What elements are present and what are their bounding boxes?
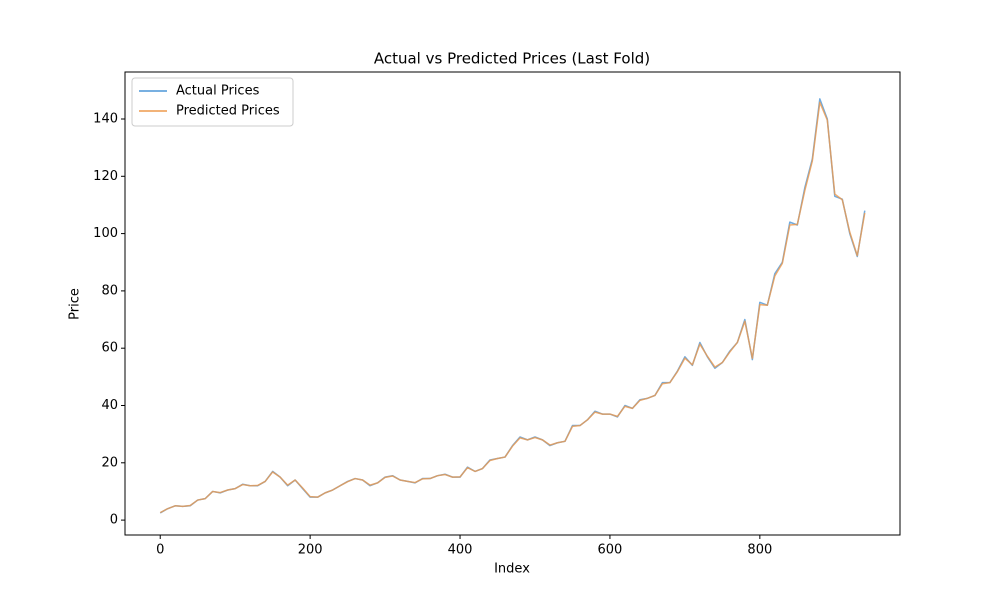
chart-title: Actual vs Predicted Prices (Last Fold): [374, 50, 650, 68]
y-tick-label: 40: [101, 398, 118, 413]
y-tick-label: 140: [93, 111, 118, 126]
x-tick-label: 200: [298, 543, 323, 558]
y-axis-label: Price: [68, 288, 83, 320]
y-tick-label: 120: [93, 169, 118, 184]
x-tick-label: 400: [448, 543, 473, 558]
legend-label: Predicted Prices: [176, 104, 280, 119]
plot-frame: [124, 71, 901, 536]
x-tick-label: 0: [156, 543, 164, 558]
x-tick-label: 600: [598, 543, 623, 558]
y-tick-label: 20: [101, 455, 118, 470]
x-axis-label: Index: [494, 562, 530, 577]
y-tick-label: 60: [101, 341, 118, 356]
series-line: [159, 101, 866, 514]
y-tick-label: 100: [93, 226, 118, 241]
y-tick-label: 0: [110, 513, 118, 528]
legend-box: [131, 77, 294, 127]
legend-label: Actual Prices: [176, 84, 260, 99]
y-tick-label: 80: [101, 283, 118, 298]
x-tick-label: 800: [747, 543, 772, 558]
